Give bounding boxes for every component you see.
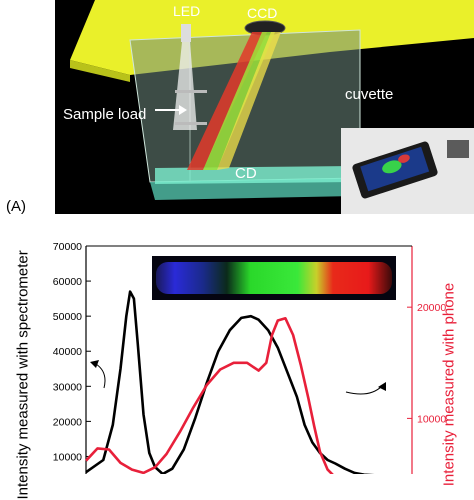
right-axis-indicator-arrowhead (378, 382, 386, 391)
y-left-tick-label: 50000 (53, 311, 82, 323)
led-housing (181, 24, 191, 42)
y-axis-right-label: Intensity measured with phone (440, 282, 458, 487)
series-line-phone (85, 317, 334, 474)
y-left-tick-label: 10000 (53, 451, 82, 463)
sample-load-label: Sample load (63, 106, 147, 123)
sample-holder-bottom (175, 122, 207, 125)
cd-label: CD (235, 165, 257, 182)
ccd-label: CCD (247, 5, 278, 21)
phone-screen-green-spot (382, 160, 402, 174)
y-right-tick-label: 10000 (417, 413, 446, 425)
apparatus-illustration (70, 0, 474, 214)
left-axis-indicator-arrowhead (90, 360, 99, 368)
y-left-tick-label: 40000 (53, 346, 82, 358)
yellow-plate-edge (70, 60, 130, 82)
series-line-spectrometer (85, 290, 375, 474)
sample-holder-top (175, 90, 207, 93)
apparatus-photo-panel: LED CCD Sample load CD cuvette (55, 0, 474, 214)
right-axis-indicator-arrow (345, 385, 383, 395)
y-left-tick-label: 20000 (53, 416, 82, 428)
y-left-tick-label: 70000 (53, 241, 82, 253)
y-left-tick-label: 60000 (53, 276, 82, 288)
spectrum-strip-image (156, 262, 392, 294)
phone-screen-red-spot (398, 154, 410, 163)
phone-holder (447, 140, 469, 158)
spectrum-chart: 70000 60000 50000 40000 30000 20000 10000 20000… (53, 241, 446, 474)
rainbow-beam-green (203, 32, 275, 170)
led-label: LED (173, 3, 201, 19)
panel-a-label: (A) (6, 198, 26, 215)
left-axis-indicator-arrow (95, 363, 106, 389)
y-right-tick-label: 20000 (417, 302, 446, 314)
rainbow-beam-yellow (217, 32, 281, 170)
sample-load-arrowhead (179, 105, 187, 115)
spectrum-plot: 70000 60000 50000 40000 30000 20000 10000 20000… (0, 236, 474, 474)
cuvette-label: cuvette (345, 86, 394, 103)
y-axis-left-label: Intensity measured with spectrometer (14, 250, 32, 500)
y-left-tick-label: 30000 (53, 381, 82, 393)
rainbow-beam-red (187, 32, 267, 170)
cd-disc (155, 166, 355, 184)
